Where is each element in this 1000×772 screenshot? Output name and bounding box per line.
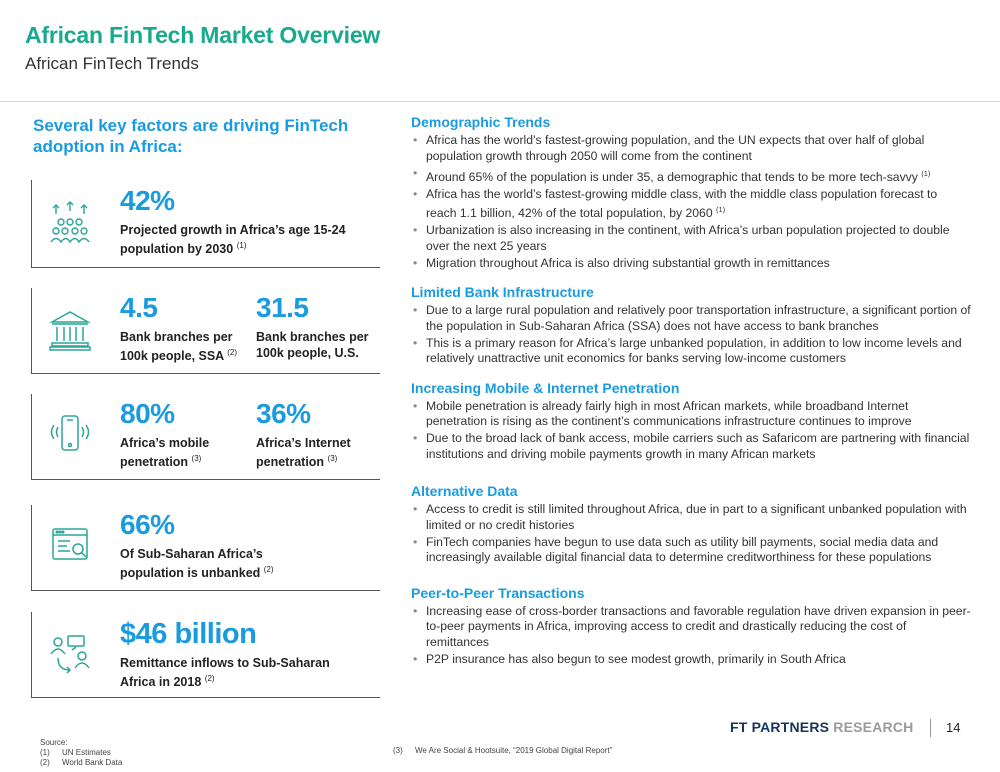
stat-value: 31.5: [256, 292, 309, 323]
unbanked-web-icon: [52, 528, 88, 560]
left-heading: Several key factors are driving FinTech …: [33, 116, 349, 156]
section-title: Peer-to-Peer Transactions: [411, 584, 585, 601]
section-title: Demographic Trends: [411, 114, 551, 130]
footnote-ref: (3): [327, 454, 338, 463]
brand-logo: FT PARTNERS RESEARCH: [730, 719, 914, 735]
page-title: African FinTech Market Overview: [25, 22, 381, 48]
bullet: Increasing ease of cross-border transact…: [411, 604, 971, 651]
remittance-icon: [50, 635, 90, 674]
page-subtitle: African FinTech Trends: [25, 54, 199, 73]
section-title: Alternative Data: [411, 483, 518, 500]
sources-label: Source:: [40, 738, 68, 747]
bullet: Around 65% of the population is under 35…: [411, 166, 971, 186]
footnote-ref: (1): [921, 168, 931, 178]
stat-value: 4.5: [120, 292, 158, 323]
mobile-phone-icon: [50, 415, 90, 451]
section-title: Limited Bank Infrastructure: [411, 284, 594, 301]
bullet: FinTech companies have begun to use data…: [411, 535, 971, 566]
stat-box-remittance: $46 billion Remittance inflows to Sub-Sa…: [31, 612, 380, 698]
stat-box-bank-branches: 4.5 Bank branches per 100k people, SSA (…: [31, 288, 380, 374]
stat-label: Africa’s mobile penetration (3): [120, 436, 210, 470]
stat-value: 36%: [256, 398, 311, 429]
bullet: Africa has the world’s fastest-growing p…: [411, 133, 971, 164]
page-number: 14: [946, 720, 961, 735]
section-mobile-internet-penetration: Increasing Mobile & Internet Penetration…: [411, 379, 971, 463]
stat-label: Of Sub-Saharan Africa’s population is un…: [120, 547, 274, 581]
stat-label: Bank branches per 100k people, U.S.: [256, 330, 369, 360]
footnote-ref: (2): [227, 348, 238, 357]
footnote-ref: (1): [716, 205, 726, 215]
bullet: Mobile penetration is already fairly hig…: [411, 399, 971, 430]
section-demographic-trends: Demographic Trends Africa has the world’…: [411, 113, 971, 271]
stat-label: Projected growth in Africa’s age 15-24 p…: [120, 223, 346, 257]
footnote-ref: (2): [263, 565, 274, 574]
bank-icon: [49, 311, 91, 351]
bullet: P2P insurance has also begun to see mode…: [411, 652, 971, 668]
stat-label: Africa’s Internet penetration (3): [256, 436, 351, 470]
footnote-ref: (1): [236, 241, 247, 250]
stat-box-penetration: 80% Africa’s mobile penetration (3) 36% …: [31, 394, 380, 480]
footnote-ref: (2): [204, 674, 215, 683]
section-limited-bank-infrastructure: Limited Bank Infrastructure Due to a lar…: [411, 283, 971, 367]
bullet: Africa has the world’s fastest-growing m…: [411, 187, 971, 222]
bullet: Due to a large rural population and rela…: [411, 303, 971, 334]
stat-value: 42%: [120, 185, 175, 216]
sources-list: Source: (1) UN Estimates (2) World Bank Da…: [40, 738, 122, 768]
footnote-ref: (3): [191, 454, 202, 463]
header-divider: [0, 101, 1000, 102]
section-title: Increasing Mobile & Internet Penetration: [411, 379, 680, 396]
bullet: Access to credit is still limited throug…: [411, 502, 971, 533]
stat-box-population: 42% Projected growth in Africa’s age 15-…: [31, 180, 380, 268]
section-alternative-data: Alternative Data Access to credit is sti…: [411, 482, 971, 566]
stat-label: Remittance inflows to Sub-Saharan Africa…: [120, 656, 330, 690]
section-peer-to-peer: Peer-to-Peer Transactions Increasing eas…: [411, 584, 971, 668]
footer-divider: [930, 719, 931, 737]
bullet: Due to the broad lack of bank access, mo…: [411, 431, 971, 462]
stat-value: 66%: [120, 509, 175, 540]
source-item: (2) World Bank Data: [40, 758, 123, 767]
trend-sections: Demographic Trends Africa has the world’…: [411, 113, 971, 679]
source-item: (3) We Are Social & Hootsuite, “2019 Glob…: [393, 746, 613, 755]
stat-box-unbanked: 66% Of Sub-Saharan Africa’s population i…: [31, 505, 380, 591]
source-item: (1) UN Estimates: [40, 748, 111, 757]
stat-value: $46 billion: [120, 618, 257, 650]
bullet: Urbanization is also increasing in the c…: [411, 223, 971, 254]
stat-value: 80%: [120, 398, 175, 429]
stat-label: Bank branches per 100k people, SSA (2): [120, 330, 238, 364]
bullet: Migration throughout Africa is also driv…: [411, 256, 971, 272]
population-growth-icon: [50, 201, 90, 244]
bullet: This is a primary reason for Africa’s la…: [411, 336, 971, 367]
